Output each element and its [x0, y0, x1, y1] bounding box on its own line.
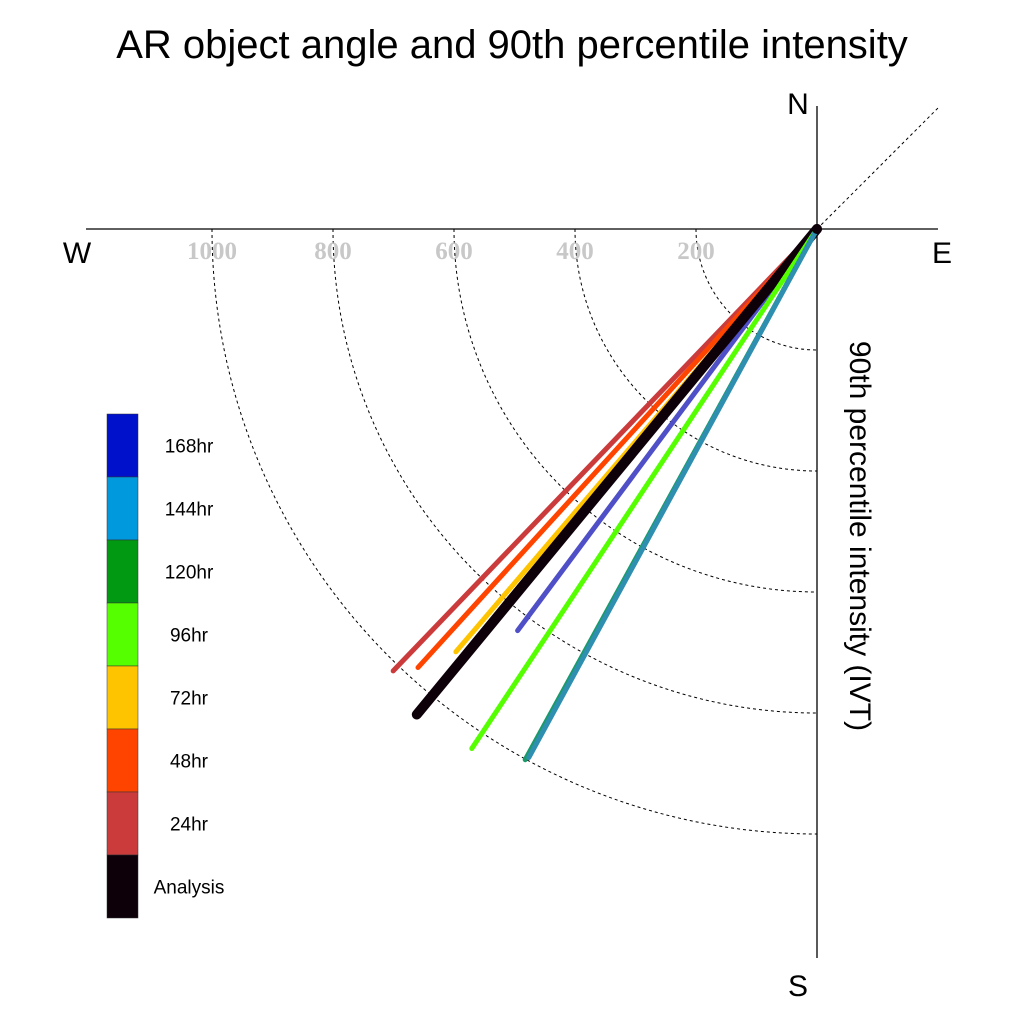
legend-label-96hr: 96hr [170, 626, 209, 647]
compass-south: S [788, 970, 808, 1003]
chart-title: AR object angle and 90th percentile inte… [116, 23, 908, 67]
legend-label-analysis: Analysis [154, 878, 225, 899]
grid-arc-600 [453, 228, 818, 593]
radial-tick-label-200: 200 [677, 238, 715, 265]
compass-west: W [63, 237, 92, 270]
legend-label-120hr: 120hr [165, 563, 214, 584]
legend-swatch-168hr [106, 413, 139, 478]
legend-swatch-72hr [106, 665, 139, 730]
grid-arc-1000 [211, 228, 818, 835]
grid-arc-800 [332, 228, 818, 714]
legend-swatch-96hr [106, 602, 139, 667]
radial-tick-label-400: 400 [556, 238, 594, 265]
legend-label-72hr: 72hr [170, 689, 209, 710]
compass-north: N [787, 88, 809, 121]
legend-swatch-120hr [106, 539, 139, 604]
legend-swatch-144hr [106, 476, 139, 541]
radial-tick-label-600: 600 [435, 238, 473, 265]
compass-east: E [932, 237, 952, 270]
legend-label-168hr: 168hr [165, 437, 214, 458]
diagonal-reference-line [816, 105, 941, 230]
legend-label-24hr: 24hr [170, 815, 209, 836]
radial-tick-label-1000: 1000 [187, 238, 237, 265]
radial-axis-title: 90th percentile intensity (IVT) [843, 341, 876, 731]
series-layer [390, 224, 822, 763]
series-line-144hr [526, 226, 820, 760]
grid-arc-400 [574, 228, 818, 472]
series-line-96hr [469, 226, 820, 751]
legend-swatch-24hr [106, 791, 139, 856]
series-line-analysis [411, 224, 822, 720]
series-line-24hr [390, 226, 820, 674]
legend-swatch-48hr [106, 728, 139, 793]
radial-tick-label-800: 800 [314, 238, 352, 265]
radial-tick-labels: 200 400 600 800 1000 [187, 238, 715, 265]
legend-label-144hr: 144hr [165, 500, 214, 521]
grid-layer [211, 228, 818, 835]
grid-arc-200 [695, 228, 818, 351]
legend-label-48hr: 48hr [170, 752, 209, 773]
legend-swatch-analysis [106, 854, 139, 919]
legend: 168hr 144hr 120hr 96hr 72hr 48hr 24hr Analysis [106, 413, 225, 919]
origin-point [812, 224, 822, 234]
